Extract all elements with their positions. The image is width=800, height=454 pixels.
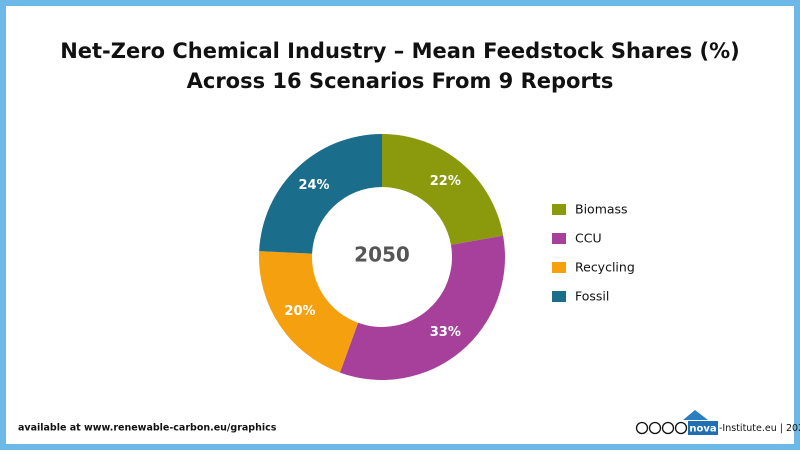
legend-swatch: [552, 291, 566, 302]
center-label: 2050: [354, 243, 410, 267]
logo-roof: [683, 410, 708, 420]
legend-label: Fossil: [575, 289, 609, 304]
data-label: 22%: [430, 174, 461, 189]
footer-source: available at www.renewable-carbon.eu/gra…: [18, 423, 277, 434]
data-label: 24%: [298, 178, 329, 193]
legend: Biomass CCU Recycling Fossil: [552, 202, 635, 304]
legend-swatch: [552, 233, 566, 244]
chart-title: Net-Zero Chemical Industry – Mean Feedst…: [60, 39, 740, 63]
slice: [259, 134, 382, 254]
donut: 22% 33% 20% 24%: [259, 134, 505, 380]
logo-box: [688, 421, 718, 435]
legend-label: CCU: [575, 231, 602, 246]
chart-subtitle: Across 16 Scenarios From 9 Reports: [187, 69, 614, 93]
slice: [339, 235, 505, 380]
footer-credit: -Institute.eu | 2024: [719, 423, 800, 434]
legend-label: Recycling: [575, 260, 635, 275]
legend-label: Biomass: [575, 202, 628, 217]
footer-logo: nova: [689, 424, 716, 435]
data-label: 33%: [430, 325, 461, 340]
legend-swatch: [552, 204, 566, 215]
data-label: 20%: [284, 304, 315, 319]
legend-swatch: [552, 262, 566, 273]
license-icons: [635, 421, 688, 435]
slice: [382, 134, 504, 245]
slice: [259, 251, 359, 373]
